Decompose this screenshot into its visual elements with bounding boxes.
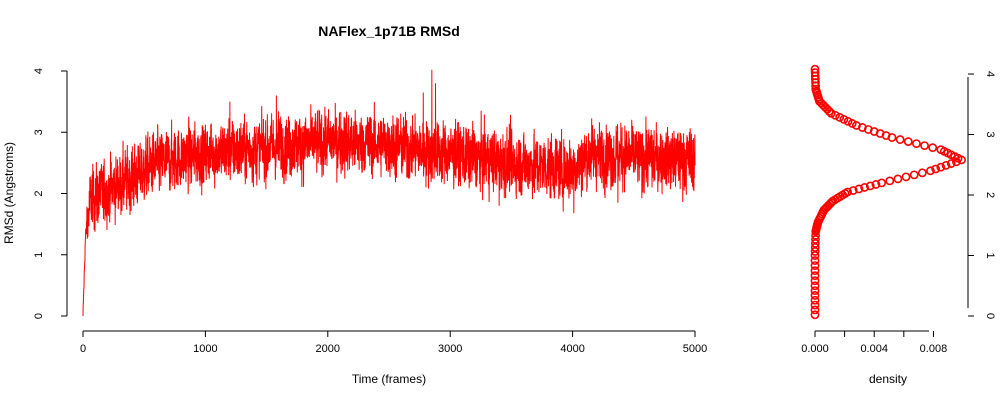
x-tick-label: 3000 [438, 343, 462, 355]
y-axis-label: RMSd (Angstroms) [2, 142, 16, 244]
density-point [810, 276, 820, 286]
density-point [810, 247, 820, 256]
density-y-tick-label: 0 [984, 313, 996, 319]
density-point [811, 234, 820, 244]
density-series [810, 64, 966, 320]
density-point [877, 178, 887, 188]
density-point [854, 184, 864, 194]
density-point [936, 145, 946, 155]
density-point [810, 286, 820, 295]
density-point [810, 256, 820, 265]
density-point [928, 143, 938, 153]
density-point [847, 119, 857, 128]
density-x-axis: 0.000 0.004 0.008 [801, 330, 948, 355]
rmsd-plot: NAFlex_1p71B RMSd Time (frames) RMSd (An… [2, 23, 707, 386]
y-tick-label: 4 [33, 68, 45, 74]
density-point [810, 68, 820, 77]
density-point [903, 137, 913, 146]
density-y-tick-label: 2 [984, 192, 996, 198]
density-point [871, 180, 881, 189]
density-point [831, 110, 840, 120]
density-point [839, 115, 849, 124]
y-axis: 0 1 2 3 4 [33, 68, 68, 319]
density-point [810, 271, 820, 281]
density-point [810, 305, 820, 315]
density-point [931, 164, 941, 174]
density-x-axis-label: density [869, 372, 907, 386]
density-x-tick-label: 0.008 [920, 343, 948, 355]
x-tick-label: 4000 [560, 343, 584, 355]
rmsd-series [82, 69, 696, 317]
density-point [941, 160, 951, 170]
density-y-tick-label: 4 [984, 71, 996, 77]
density-x-tick-label: 0.000 [801, 343, 829, 355]
x-tick-label: 5000 [683, 343, 707, 355]
y-tick-label: 1 [33, 252, 45, 258]
x-axis-label: Time (frames) [352, 372, 426, 386]
density-point [810, 291, 820, 300]
density-point [810, 281, 820, 291]
density-point [901, 172, 911, 182]
y-tick-label: 0 [33, 313, 45, 319]
density-point [936, 162, 946, 172]
density-point [810, 243, 820, 252]
density-point [810, 64, 820, 74]
density-point [810, 266, 820, 276]
chart-title: NAFlex_1p71B RMSd [318, 23, 460, 39]
density-point [895, 135, 905, 144]
density-point [909, 170, 919, 180]
rmsd-line [82, 69, 696, 317]
density-point [843, 187, 852, 197]
density-point [835, 112, 845, 122]
density-y-tick-label: 3 [984, 131, 996, 137]
density-point [885, 176, 895, 186]
density-point [865, 181, 875, 191]
density-point [912, 139, 921, 148]
density-point [810, 300, 820, 310]
density-point [917, 168, 927, 178]
density-point [843, 117, 853, 126]
density-plot: density 0.000 0.004 0.008 0 1 2 3 4 [801, 64, 996, 386]
y-tick-label: 2 [33, 190, 45, 196]
density-point [810, 261, 820, 270]
density-x-tick-label: 0.004 [860, 343, 888, 355]
density-point [848, 186, 858, 195]
density-point [810, 295, 820, 305]
x-axis: 0 1000 2000 3000 4000 5000 [80, 330, 707, 355]
density-point [920, 141, 929, 151]
x-tick-label: 1000 [193, 343, 217, 355]
density-point [860, 183, 869, 192]
y-tick-label: 3 [33, 129, 45, 135]
density-y-tick-label: 1 [984, 252, 996, 258]
density-point [893, 174, 903, 184]
density-point [926, 166, 935, 176]
density-point [852, 121, 861, 130]
density-point [810, 239, 820, 248]
density-point [810, 310, 820, 320]
density-point [946, 159, 956, 168]
density-y-axis: 0 1 2 3 4 [967, 71, 996, 319]
x-tick-label: 0 [80, 343, 86, 355]
density-point [810, 251, 820, 260]
x-tick-label: 2000 [316, 343, 340, 355]
